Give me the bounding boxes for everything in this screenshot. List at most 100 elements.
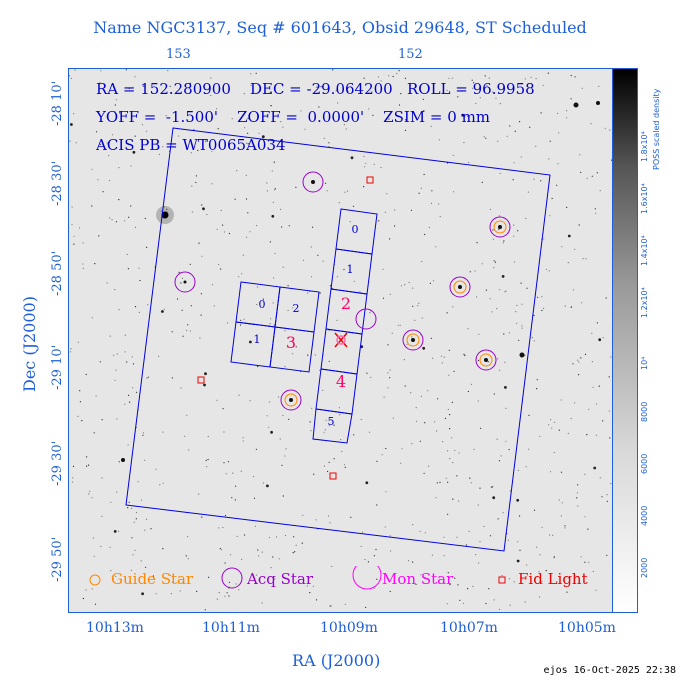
background-star	[166, 208, 168, 210]
background-star	[313, 473, 315, 475]
background-star	[365, 606, 367, 609]
background-star	[143, 85, 145, 87]
background-star	[475, 102, 477, 105]
background-star	[242, 437, 244, 439]
background-star	[567, 432, 569, 435]
background-star	[91, 588, 93, 590]
background-star	[253, 475, 255, 478]
background-star	[363, 77, 365, 79]
background-star	[115, 575, 117, 577]
background-star	[189, 330, 191, 332]
background-star	[535, 145, 537, 147]
background-star	[428, 226, 430, 229]
background-star	[206, 213, 208, 216]
background-star	[540, 180, 542, 182]
background-star	[336, 276, 338, 278]
fid-light	[329, 472, 337, 480]
background-star	[93, 555, 95, 557]
colorbar-title: POSS scaled density	[652, 88, 661, 170]
background-star	[596, 322, 598, 324]
field-overlay: 0 1 2 4 5 0 2 1 3	[69, 69, 612, 611]
background-star	[384, 211, 386, 213]
top-tick-152: 152	[398, 47, 423, 62]
background-star	[471, 79, 473, 81]
background-star	[407, 560, 410, 562]
background-star	[536, 546, 538, 548]
background-star	[570, 418, 572, 420]
background-star	[576, 497, 578, 499]
background-star	[560, 399, 562, 401]
background-star	[364, 166, 366, 168]
background-star	[513, 235, 515, 237]
background-star	[586, 177, 588, 179]
background-star	[417, 305, 419, 307]
background-star	[439, 215, 441, 218]
background-star	[574, 248, 576, 250]
background-star	[473, 82, 475, 84]
background-star	[191, 211, 193, 213]
background-star	[69, 140, 71, 142]
background-star	[595, 434, 598, 436]
background-star	[551, 427, 553, 429]
ccd-s5	[312, 408, 353, 444]
background-star	[188, 449, 190, 451]
background-star	[241, 558, 243, 561]
background-star	[576, 492, 578, 494]
background-star	[388, 75, 390, 77]
background-star	[381, 454, 383, 456]
background-star	[139, 279, 141, 282]
background-star	[404, 129, 407, 131]
background-star	[516, 304, 518, 306]
background-star	[472, 87, 474, 89]
background-star	[477, 400, 479, 402]
background-star	[211, 117, 213, 119]
background-star	[483, 136, 485, 138]
background-star	[553, 451, 555, 454]
background-star	[242, 440, 244, 442]
background-star	[525, 466, 527, 468]
background-star	[132, 363, 135, 365]
background-star	[359, 291, 361, 293]
background-star	[110, 501, 112, 503]
background-star	[249, 340, 252, 344]
ra-tick-4: 10h05m	[558, 620, 616, 636]
background-star	[79, 401, 81, 403]
background-star	[584, 353, 587, 355]
background-star	[380, 80, 382, 82]
ra-tick-0: 10h13m	[86, 620, 144, 636]
background-star	[218, 592, 220, 594]
background-star	[253, 497, 256, 499]
background-star	[220, 549, 223, 551]
background-star	[387, 372, 389, 374]
background-star	[533, 178, 535, 180]
background-star	[533, 314, 535, 317]
background-star	[316, 86, 318, 88]
background-star	[272, 201, 274, 203]
background-star	[343, 268, 345, 271]
background-star	[295, 346, 297, 348]
guide-star	[284, 393, 298, 407]
background-star	[323, 137, 325, 139]
background-star	[508, 578, 511, 580]
background-star	[363, 155, 365, 157]
background-star	[162, 431, 164, 433]
background-star	[421, 317, 423, 319]
background-star	[287, 309, 289, 311]
background-star	[415, 407, 417, 409]
background-star	[452, 462, 454, 464]
background-star	[132, 387, 134, 389]
background-star	[440, 355, 443, 357]
acq-star	[449, 276, 471, 298]
background-star	[266, 190, 269, 192]
background-star	[245, 142, 248, 144]
background-star	[517, 469, 519, 472]
background-star	[542, 84, 544, 86]
background-star	[498, 608, 501, 611]
background-star	[247, 132, 249, 134]
background-star	[182, 581, 184, 583]
background-star	[477, 504, 479, 506]
background-star	[255, 72, 257, 74]
background-star	[479, 97, 481, 99]
background-star	[443, 356, 445, 358]
background-star	[585, 258, 587, 260]
